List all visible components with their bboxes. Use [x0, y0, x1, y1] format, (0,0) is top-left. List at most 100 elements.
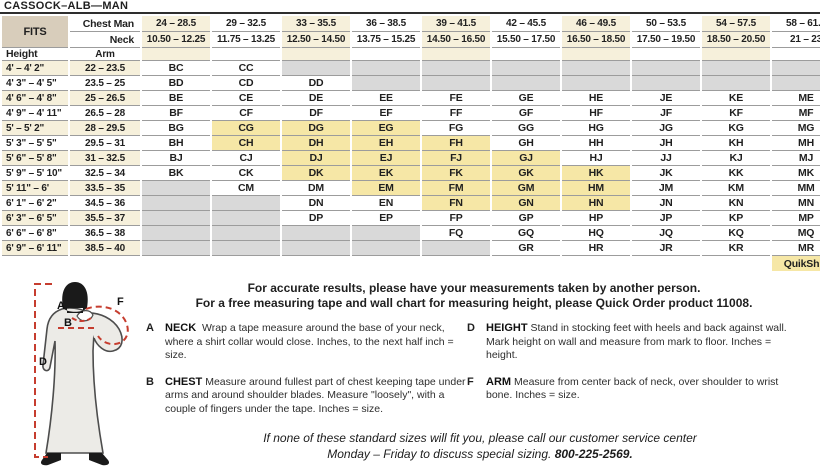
cassock-measurement-figure: A B D F: [34, 282, 129, 466]
size-code-cell: BF: [142, 106, 210, 121]
size-chart-table: FITS Chest Man 24 – 28.5 29 – 32.5 33 – 35…: [0, 16, 820, 271]
size-code-cell: HF: [562, 106, 630, 121]
chest-range-header: 36 – 38.5: [352, 16, 420, 32]
unavailable-cell: [142, 226, 210, 241]
unavailable-cell: [772, 76, 820, 91]
size-code-cell: KE: [702, 91, 770, 106]
page-title: CASSOCK–ALB—MAN: [0, 0, 820, 14]
instructions-right-column: D HEIGHT Stand in stocking feet with hee…: [467, 322, 797, 416]
unavailable-cell: [142, 181, 210, 196]
arm-range-cell: 35.5 – 37: [70, 211, 140, 226]
arm-label: Arm: [70, 48, 140, 61]
size-code-cell: DN: [282, 196, 350, 211]
accuracy-notice-line2: For a free measuring tape and wall chart…: [195, 296, 753, 310]
size-code-cell: GR: [492, 241, 560, 256]
arm-measure-line-F: [85, 305, 129, 346]
height-range-cell: 4' 6" – 4' 8": [2, 91, 68, 106]
size-code-cell: CE: [212, 91, 280, 106]
size-code-cell: GH: [492, 136, 560, 151]
cassock-raised-arm: [85, 312, 123, 353]
size-code-cell: KH: [702, 136, 770, 151]
size-code-cell: JJ: [632, 151, 700, 166]
size-code-cell: JQ: [632, 226, 700, 241]
size-code-cell: MN: [772, 196, 820, 211]
column-stripe-cell: [422, 48, 490, 61]
size-code-cell: KJ: [702, 151, 770, 166]
size-code-cell: KP: [702, 211, 770, 226]
size-row: 4' 9" – 4' 11" 26.5 – 28 BF CF DF EF FF GF HF JF K…: [2, 106, 820, 121]
size-code-cell: BJ: [142, 151, 210, 166]
size-code-cell: MK: [772, 166, 820, 181]
column-stripe-cell: [492, 48, 560, 61]
unavailable-cell: [142, 196, 210, 211]
height-range-cell: 5' 11" – 6': [2, 181, 68, 196]
size-code-cell: HP: [562, 211, 630, 226]
size-code-cell: KN: [702, 196, 770, 211]
neck-range-header: 21 – 23: [772, 32, 820, 48]
height-range-cell: 6' 6" – 6' 8": [2, 226, 68, 241]
arm-range-cell: 31 – 32.5: [70, 151, 140, 166]
fits-label: FITS: [2, 16, 68, 48]
size-code-cell: EN: [352, 196, 420, 211]
size-code-cell: CM: [212, 181, 280, 196]
size-code-cell: KF: [702, 106, 770, 121]
arm-range-cell: 29.5 – 31: [70, 136, 140, 151]
size-code-cell: FJ: [422, 151, 490, 166]
instruction-text-height: Stand in stocking feet with heels and ba…: [486, 322, 787, 361]
instruction-letter-f: F: [467, 375, 474, 388]
height-range-cell: 6' 1" – 6' 2": [2, 196, 68, 211]
size-code-cell: BD: [142, 76, 210, 91]
size-code-cell: HQ: [562, 226, 630, 241]
neck-measure-line-A: [71, 317, 92, 322]
instruction-letter-d: D: [467, 322, 475, 334]
unavailable-cell: [492, 61, 560, 76]
neck-range-header: 17.50 – 19.50: [632, 32, 700, 48]
size-code-cell: DE: [282, 91, 350, 106]
size-code-cell: GQ: [492, 226, 560, 241]
unavailable-cell: [352, 241, 420, 256]
size-code-cell: FP: [422, 211, 490, 226]
unavailable-cell: [352, 76, 420, 91]
height-measure-line-D: [34, 283, 52, 458]
size-code-cell: FN: [422, 196, 490, 211]
column-stripe-cell: [562, 48, 630, 61]
size-code-cell: DM: [282, 181, 350, 196]
neck-range-header: 11.75 – 13.25: [212, 32, 280, 48]
size-code-cell: KQ: [702, 226, 770, 241]
height-range-cell: 6' 9" – 6' 11": [2, 241, 68, 256]
instruction-neck: A NECK Wrap a tape measure around the ba…: [146, 322, 468, 363]
height-range-cell: 5' 9" – 5' 10": [2, 166, 68, 181]
arm-range-cell: 38.5 – 40: [70, 241, 140, 256]
unavailable-cell: [422, 76, 490, 91]
size-code-cell: HJ: [562, 151, 630, 166]
size-row: 5' 9" – 5' 10" 32.5 – 34 BK CK DK EK FK GK HK JK K…: [2, 166, 820, 181]
unavailable-cell: [212, 196, 280, 211]
size-code-cell: DK: [282, 166, 350, 181]
figure-label-B: B: [64, 317, 72, 329]
size-row: 6' 9" – 6' 11" 38.5 – 40 GR HR JR KR MR: [2, 241, 820, 256]
height-range-cell: 6' 3" – 6' 5": [2, 211, 68, 226]
instruction-term-neck: NECK: [165, 322, 197, 334]
size-code-cell: EP: [352, 211, 420, 226]
size-code-cell: JN: [632, 196, 700, 211]
figure-feet: [40, 453, 110, 466]
arm-range-cell: 32.5 – 34: [70, 166, 140, 181]
size-code-cell: DP: [282, 211, 350, 226]
unavailable-cell: [142, 211, 210, 226]
size-code-cell: GK: [492, 166, 560, 181]
size-row: 4' 3" – 4' 5" 23.5 – 25 BD CD DD: [2, 76, 820, 91]
size-code-cell: JG: [632, 121, 700, 136]
size-code-cell: KM: [702, 181, 770, 196]
size-code-cell: MR: [772, 241, 820, 256]
arm-range-cell: 34.5 – 36: [70, 196, 140, 211]
unavailable-cell: [352, 226, 420, 241]
size-code-cell: CF: [212, 106, 280, 121]
chest-range-header: 42 – 45.5: [492, 16, 560, 32]
chest-range-header: 46 – 49.5: [562, 16, 630, 32]
chest-range-header: 39 – 41.5: [422, 16, 490, 32]
unavailable-cell: [282, 61, 350, 76]
chest-range-header: 33 – 35.5: [282, 16, 350, 32]
customer-service-phone: 800-225-2569.: [554, 447, 633, 461]
column-stripe-cell: [772, 48, 820, 61]
